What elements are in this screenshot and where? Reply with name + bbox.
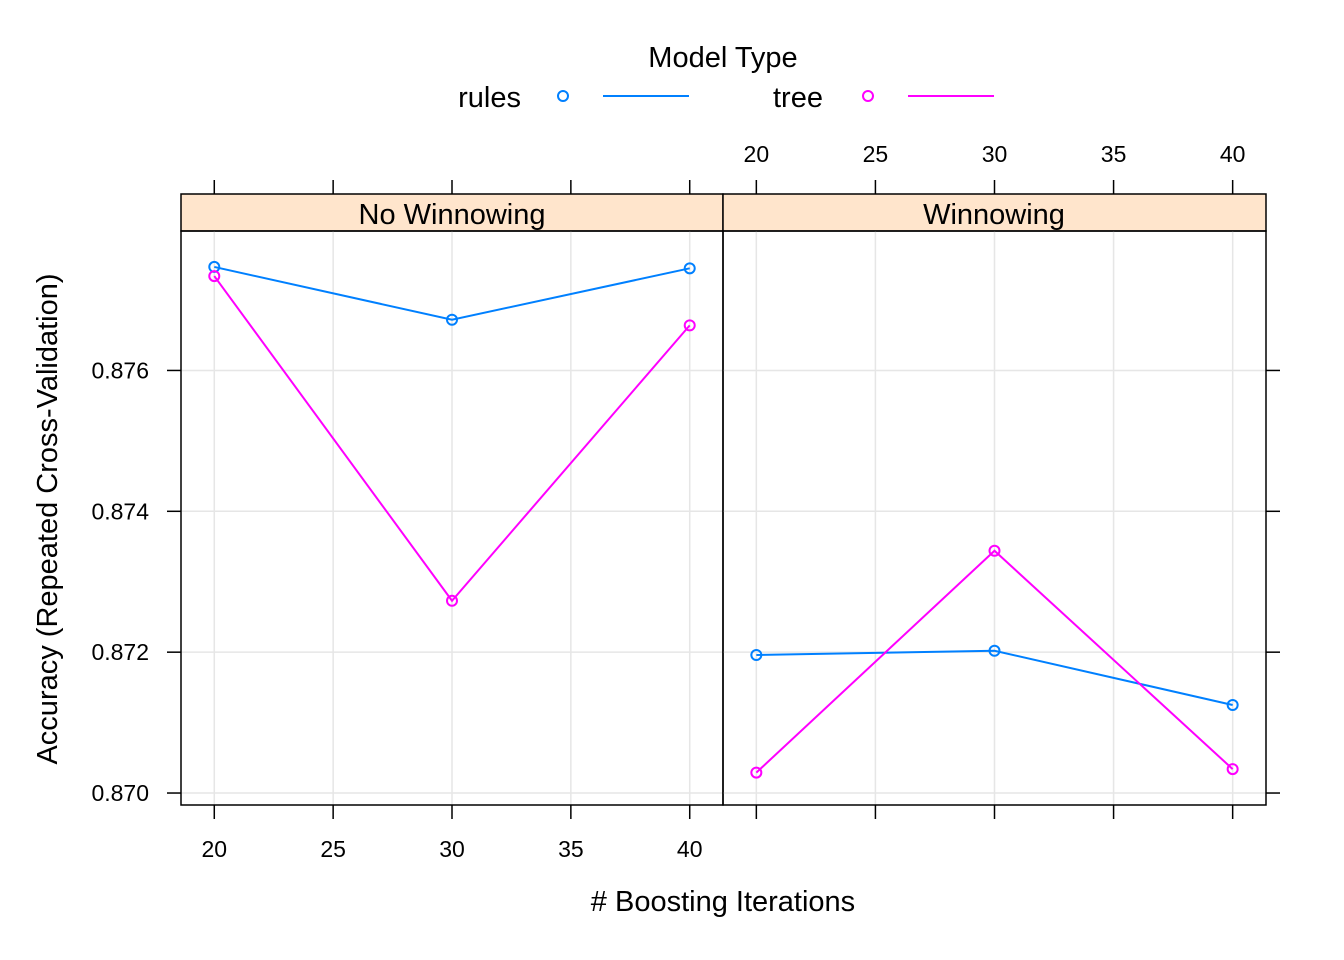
x-tick-label: 35 — [558, 836, 584, 862]
grid-winnowing — [723, 231, 1266, 805]
x-tick-label: 40 — [677, 836, 703, 862]
data-point-tree — [1226, 763, 1239, 776]
panel-no-winnowing: No Winnowing — [180, 193, 724, 806]
y-tick-label: 0.870 — [91, 780, 149, 806]
legend-title: Model Type — [648, 42, 797, 74]
data-point-tree — [988, 544, 1001, 557]
legend-label-rules: rules — [458, 82, 521, 114]
y-tick-label: 0.876 — [91, 357, 149, 383]
y-axis-right — [1266, 369, 1280, 794]
x-tick-label: 30 — [439, 836, 465, 862]
data-point-tree — [446, 594, 458, 607]
x-tick-label-top: 30 — [982, 141, 1008, 167]
x-tick-label: 20 — [201, 836, 227, 862]
data-point-rules — [988, 644, 1001, 657]
strip-no-winnowing — [180, 193, 724, 232]
x-tick-label-top: 20 — [744, 141, 770, 167]
y-axis-left: 0.870 0.872 0.874 0.876 — [91, 357, 181, 806]
y-tick-label: 0.872 — [91, 639, 149, 665]
strip-label-no-winnowing: No Winnowing — [359, 199, 546, 231]
strip-label-winnowing: Winnowing — [923, 199, 1065, 231]
x-axis-top: 20 25 30 35 40 — [213, 141, 1246, 194]
legend-label-tree: tree — [773, 82, 823, 114]
y-axis-title: Accuracy (Repeated Cross-Validation) — [32, 273, 64, 764]
y-tick-label: 0.874 — [91, 498, 149, 524]
x-tick-label-top: 35 — [1101, 141, 1127, 167]
legend-marker-tree — [862, 90, 874, 102]
data-point-tree — [208, 270, 221, 283]
data-point-rules — [446, 313, 458, 326]
data-point-rules — [683, 262, 696, 275]
legend-marker-rules — [557, 90, 569, 102]
panel-winnowing: Winnowing — [722, 193, 1267, 806]
data-point-tree — [750, 766, 763, 779]
legend: Model Type rules tree — [458, 42, 994, 114]
x-tick-label: 25 — [320, 836, 346, 862]
series-line-rules — [756, 649, 1233, 706]
series-line-rules — [214, 265, 690, 321]
x-axis-title: # Boosting Iterations — [591, 886, 855, 918]
series-line-tree — [755, 549, 1234, 774]
data-point-rules — [750, 648, 763, 661]
x-tick-label-top: 25 — [863, 141, 889, 167]
grid-no-winnowing — [181, 231, 723, 805]
x-tick-label-top: 40 — [1220, 141, 1246, 167]
series-line-tree — [213, 275, 691, 603]
series-no-winnowing — [208, 260, 696, 607]
data-point-rules — [1226, 698, 1239, 711]
series-winnowing — [750, 544, 1239, 779]
x-axis-bottom: 20 25 30 35 40 — [201, 805, 1234, 862]
data-point-tree — [683, 319, 696, 332]
